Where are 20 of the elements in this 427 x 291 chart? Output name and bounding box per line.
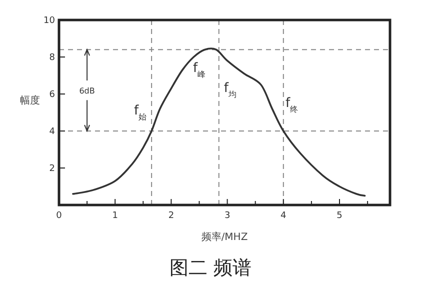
annotation: f$_{均}$ <box>224 81 236 99</box>
annotation: 6dB <box>79 86 95 96</box>
x-tick-label: 3 <box>224 211 230 221</box>
text: 图二 频谱 <box>169 257 252 279</box>
annotation: f$_{终}$ <box>286 96 298 114</box>
annotation: f$_{峰}$ <box>192 60 206 78</box>
x-tick-label: 1 <box>112 211 118 221</box>
y-tick-label: 10 <box>44 16 56 26</box>
y-tick-label: 2 <box>49 164 55 174</box>
x-tick-label: 4 <box>280 211 287 221</box>
annotation: f$_{始}$ <box>134 103 147 121</box>
y-tick-label: 6 <box>49 90 56 100</box>
x-axis-title: 频率/MHZ <box>201 231 248 243</box>
x-tick-label: 0 <box>56 211 62 221</box>
x-tick-label: 5 <box>336 211 342 221</box>
x-tick-label: 2 <box>168 211 174 221</box>
y-axis-title: 幅度 <box>20 94 40 106</box>
y-tick-label: 4 <box>49 127 56 137</box>
line-series <box>72 48 366 197</box>
y-tick-label: 8 <box>49 53 56 63</box>
